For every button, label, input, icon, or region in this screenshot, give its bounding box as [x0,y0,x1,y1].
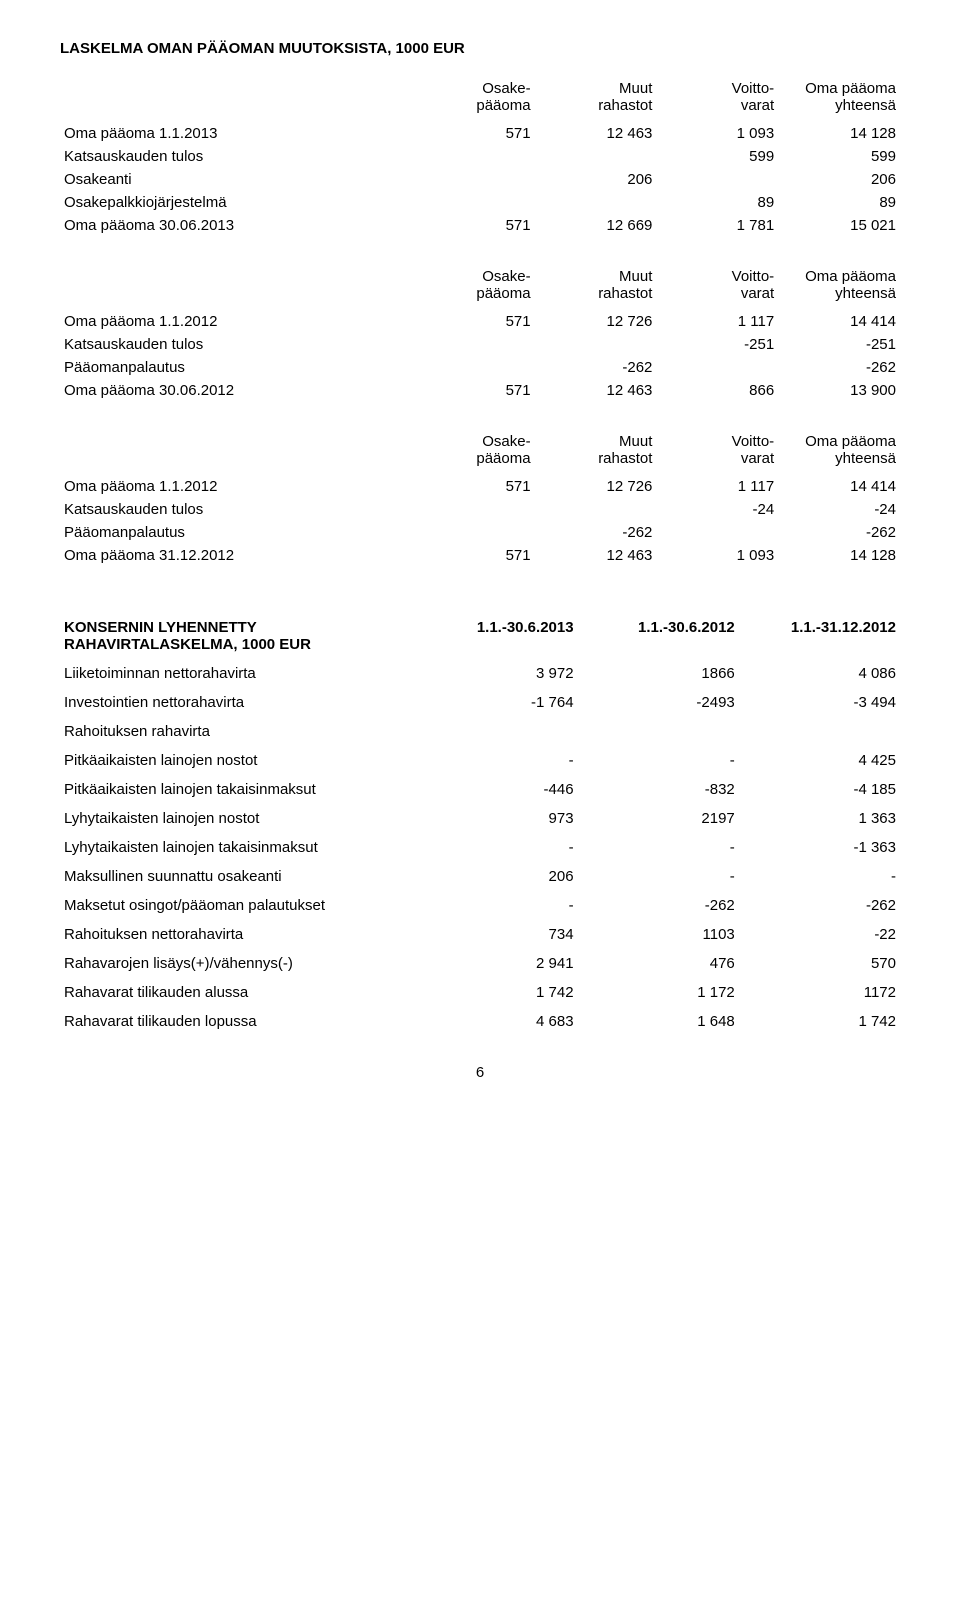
table-row: Rahoituksen rahavirta [60,717,900,746]
table-row: Oma pääoma 1.1.2013 571 12 463 1 093 14 … [60,122,900,145]
table-row: Pääomanpalautus -262 -262 [60,521,900,544]
table-row: Katsauskauden tulos -251 -251 [60,333,900,356]
equity-table-2: Osake-pääoma Muutrahastot Voitto-varat O… [60,265,900,402]
cashflow-title: KONSERNIN LYHENNETTYRAHAVIRTALASKELMA, 1… [60,613,416,659]
equity-table-3: Osake-pääoma Muutrahastot Voitto-varat O… [60,430,900,567]
table-row: Liiketoiminnan nettorahavirta3 97218664 … [60,659,900,688]
table-row: Maksullinen suunnattu osakeanti206-- [60,862,900,891]
table-row: Maksetut osingot/pääoman palautukset--26… [60,891,900,920]
table-row: Rahoituksen nettorahavirta7341103-22 [60,920,900,949]
table-row: Lyhytaikaisten lainojen takaisinmaksut--… [60,833,900,862]
col-header: Voitto-varat [656,265,778,310]
table-row: Oma pääoma 1.1.2012 571 12 726 1 117 14 … [60,475,900,498]
col-header: Osake-pääoma [413,77,535,122]
col-header: Muutrahastot [535,265,657,310]
table-row: Investointien nettorahavirta-1 764-2493-… [60,688,900,717]
table-row: Pitkäaikaisten lainojen takaisinmaksut-4… [60,775,900,804]
col-header: Oma pääomayhteensä [778,265,900,310]
col-header: 1.1.-30.6.2013 [416,613,577,659]
cashflow-table: KONSERNIN LYHENNETTYRAHAVIRTALASKELMA, 1… [60,613,900,1036]
table-row: Rahavarojen lisäys(+)/vähennys(-)2 94147… [60,949,900,978]
col-header: Osake-pääoma [413,430,535,475]
equity-table-1: Osake-pääoma Muutrahastot Voitto-varat O… [60,77,900,237]
col-header: Oma pääomayhteensä [778,77,900,122]
col-header: 1.1.-31.12.2012 [739,613,900,659]
table-row: Lyhytaikaisten lainojen nostot97321971 3… [60,804,900,833]
table-row: Rahavarat tilikauden alussa1 7421 172117… [60,978,900,1007]
table-row: Pitkäaikaisten lainojen nostot--4 425 [60,746,900,775]
col-header: Oma pääomayhteensä [778,430,900,475]
col-header: Voitto-varat [656,77,778,122]
table-row: Rahavarat tilikauden lopussa4 6831 6481 … [60,1007,900,1036]
col-header: Muutrahastot [535,430,657,475]
page-number: 6 [60,1064,900,1081]
col-header: Muutrahastot [535,77,657,122]
table-row: Oma pääoma 31.12.2012 571 12 463 1 093 1… [60,544,900,567]
table-row: Pääomanpalautus -262 -262 [60,356,900,379]
table-row: Oma pääoma 30.06.2012 571 12 463 866 13 … [60,379,900,402]
col-header: 1.1.-30.6.2012 [578,613,739,659]
table-row: Osakeanti 206 206 [60,168,900,191]
table-row: Osakepalkkiojärjestelmä 89 89 [60,191,900,214]
table-row: Oma pääoma 30.06.2013 571 12 669 1 781 1… [60,214,900,237]
table-row: Katsauskauden tulos 599 599 [60,145,900,168]
table-row: Katsauskauden tulos -24 -24 [60,498,900,521]
col-header: Osake-pääoma [413,265,535,310]
page-title: LASKELMA OMAN PÄÄOMAN MUUTOKSISTA, 1000 … [60,40,900,57]
table-row: Oma pääoma 1.1.2012 571 12 726 1 117 14 … [60,310,900,333]
col-header: Voitto-varat [656,430,778,475]
